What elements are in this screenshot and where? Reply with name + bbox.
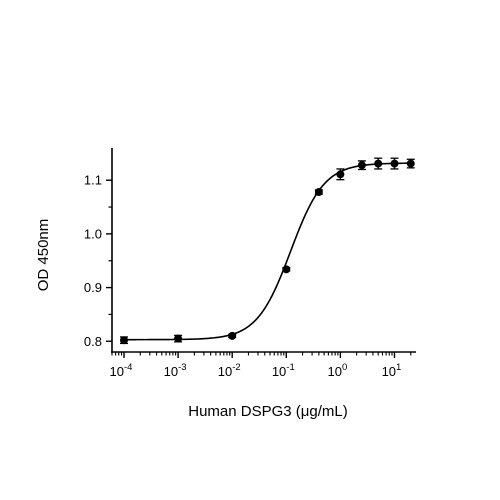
- x-tick-label: 10-4: [110, 362, 133, 379]
- fit-curve-layer: [124, 162, 411, 341]
- axes: 0.8 0.9 1.0 1.1 10-4 10-3 10-2 10-1 100 101: [84, 148, 416, 379]
- data-point: [336, 168, 345, 181]
- data-point: [374, 157, 383, 170]
- x-tick-label: 10-2: [218, 362, 241, 379]
- data-marker: [336, 170, 345, 179]
- data-marker: [282, 265, 291, 274]
- y-tick-label: 1.0: [84, 226, 102, 241]
- data-marker: [228, 331, 237, 340]
- fit-curve: [124, 162, 411, 341]
- x-tick-label: 10-3: [164, 362, 187, 379]
- y-axis-title: OD 450nm: [35, 219, 52, 292]
- data-point: [174, 334, 183, 343]
- data-marker: [374, 159, 383, 168]
- data-point: [357, 160, 366, 171]
- data-point: [390, 157, 399, 170]
- data-marker: [174, 334, 183, 343]
- y-tick-label: 0.8: [84, 334, 102, 349]
- data-marker: [120, 336, 129, 345]
- data-marker: [390, 159, 399, 168]
- x-tick-label: 101: [382, 362, 402, 379]
- data-points-layer: [120, 157, 415, 345]
- data-point: [406, 158, 415, 169]
- x-tick-label: 10-1: [272, 362, 295, 379]
- data-point: [282, 265, 291, 274]
- data-marker: [406, 159, 415, 168]
- y-tick-label: 0.9: [84, 280, 102, 295]
- data-point: [228, 331, 237, 340]
- data-marker: [314, 188, 323, 197]
- data-point: [120, 336, 129, 345]
- x-tick-label: 100: [327, 362, 347, 379]
- y-tick-label: 1.1: [84, 173, 102, 188]
- data-marker: [357, 161, 366, 170]
- x-axis-title: Human DSPG3 (μg/mL): [188, 403, 348, 420]
- data-point: [314, 188, 323, 197]
